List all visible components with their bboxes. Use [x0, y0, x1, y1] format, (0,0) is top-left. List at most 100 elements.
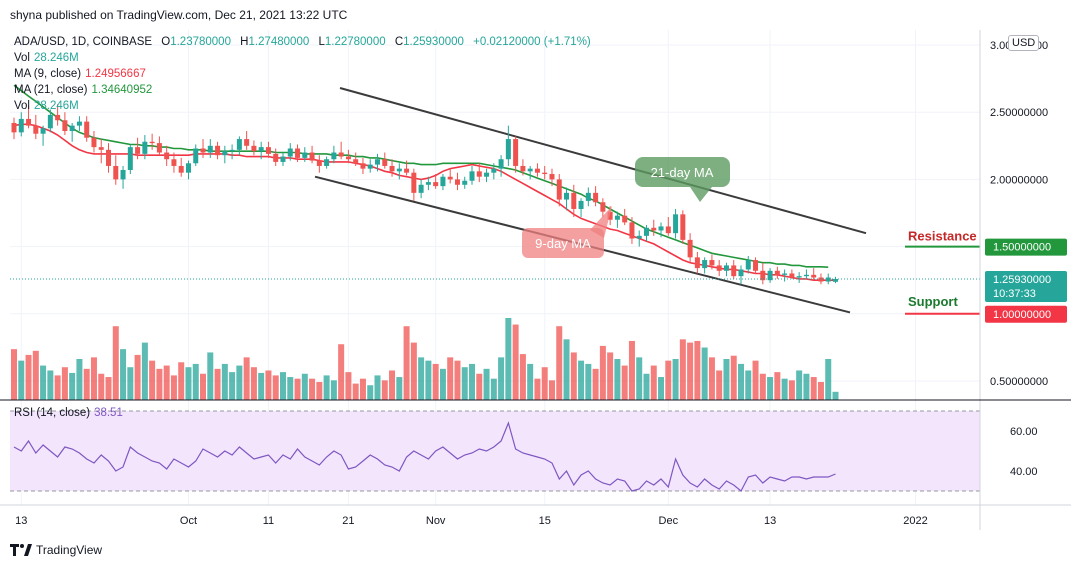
candle-body — [273, 153, 279, 162]
candle-body — [833, 278, 839, 282]
legend-symbol-line: ADA/USD, 1D, COINBASE O1.23780000 H1.274… — [14, 36, 591, 48]
price-tick-label: 2.00000000 — [990, 174, 1048, 186]
candle-body — [643, 227, 649, 236]
legend-ma9-line: MA (9, close) 1.24956667 — [14, 68, 146, 80]
candle-body — [149, 141, 155, 144]
candle-body — [789, 273, 795, 278]
legend-open: 1.23780000 — [170, 36, 231, 48]
candle-body — [425, 182, 431, 185]
candle-body — [818, 277, 824, 282]
candle-body — [418, 184, 424, 193]
ma9-bubble-pointer — [590, 206, 612, 238]
volume-bar — [425, 360, 432, 400]
volume-bar — [585, 363, 592, 400]
candle-body — [244, 139, 250, 146]
volume-bar — [810, 377, 817, 400]
volume-bar — [701, 347, 708, 400]
volume-bar — [403, 326, 410, 400]
rsi-tick-label: 60.00 — [1010, 426, 1038, 438]
legend-high: 1.27480000 — [248, 36, 310, 48]
candle-body — [76, 121, 82, 126]
candle-body — [484, 172, 490, 177]
candle-body — [498, 159, 504, 169]
candle-body — [47, 114, 53, 129]
candle-body — [680, 214, 686, 240]
volume-bar — [461, 367, 468, 400]
tradingview-brand[interactable]: TradingView — [10, 543, 102, 557]
ma9-bubble — [522, 228, 604, 258]
volume-bar — [178, 362, 185, 400]
candle-body — [178, 165, 184, 173]
candle-body — [767, 270, 773, 281]
candle-body — [774, 270, 780, 275]
volume-bar — [200, 373, 207, 400]
chart-svg[interactable]: 3.000000002.500000002.000000001.50000000… — [0, 30, 1071, 530]
candle-body — [665, 226, 671, 234]
legend-ma21-label: MA (21, close) — [14, 84, 88, 96]
candle-body — [673, 214, 679, 234]
volume-bar — [781, 378, 788, 400]
volume-bar — [359, 378, 366, 400]
candles — [11, 104, 839, 285]
volume-bar — [519, 354, 526, 400]
candle-body — [542, 172, 548, 175]
volume-bar — [447, 357, 454, 400]
volume-bar — [738, 363, 744, 400]
candle-body — [258, 147, 264, 152]
volume-bar — [716, 370, 723, 400]
candle-body — [731, 265, 737, 277]
rsi-polyline — [13, 421, 836, 492]
candle-body — [222, 151, 228, 156]
candle-body — [345, 156, 351, 160]
time-tick-label: Oct — [180, 515, 197, 527]
volume-bar — [643, 373, 650, 400]
candle-body — [782, 273, 788, 275]
legend-rsi: 38.51 — [94, 407, 123, 419]
candle-body — [106, 149, 112, 166]
resistance-label: Resistance — [908, 229, 977, 244]
candle-body — [811, 274, 817, 278]
volume-bar — [170, 375, 177, 400]
candle-body — [98, 147, 104, 150]
candle-body — [723, 265, 729, 271]
support-resistance — [10, 245, 980, 315]
legend-rsi-label: RSI (14, close) — [14, 407, 91, 419]
candle-body — [491, 168, 497, 173]
candle-body — [156, 143, 162, 153]
volume-bar — [534, 378, 541, 400]
volume-bar — [243, 357, 250, 400]
candle-body — [135, 147, 141, 154]
candle-body — [687, 239, 693, 258]
candle-body — [447, 176, 453, 180]
candle-body — [549, 174, 555, 180]
ma21-bubble — [635, 157, 730, 187]
volume-bar — [556, 326, 563, 400]
legend-ma9: 1.24956667 — [85, 68, 146, 80]
volume-bar — [40, 365, 47, 400]
volume-bar — [141, 342, 148, 400]
candle-body — [825, 277, 831, 282]
volume-bars — [11, 318, 839, 400]
time-tick-label: Nov — [426, 515, 446, 527]
candle-body — [40, 128, 46, 134]
volume-bar — [381, 380, 388, 400]
candle-body — [142, 141, 148, 154]
volume-bar — [788, 380, 795, 400]
currency-button[interactable]: USD — [1008, 35, 1040, 51]
candle-body — [382, 159, 388, 166]
chart-frame[interactable]: 3.000000002.500000002.000000001.50000000… — [0, 30, 1071, 530]
volume-bar — [578, 360, 585, 400]
candle-body — [636, 235, 642, 239]
candle-body — [803, 274, 809, 277]
candle-body — [593, 192, 599, 203]
volume-bar — [759, 373, 766, 400]
candle-body — [600, 202, 606, 212]
volume-bar — [134, 354, 141, 400]
legend-close: 1.25930000 — [403, 36, 464, 48]
volume-bar — [214, 368, 221, 400]
volume-bar — [54, 375, 61, 400]
candle-body — [454, 179, 460, 185]
candle-body — [309, 152, 315, 161]
volume-bar — [825, 359, 832, 400]
brand-label: TradingView — [36, 543, 103, 557]
